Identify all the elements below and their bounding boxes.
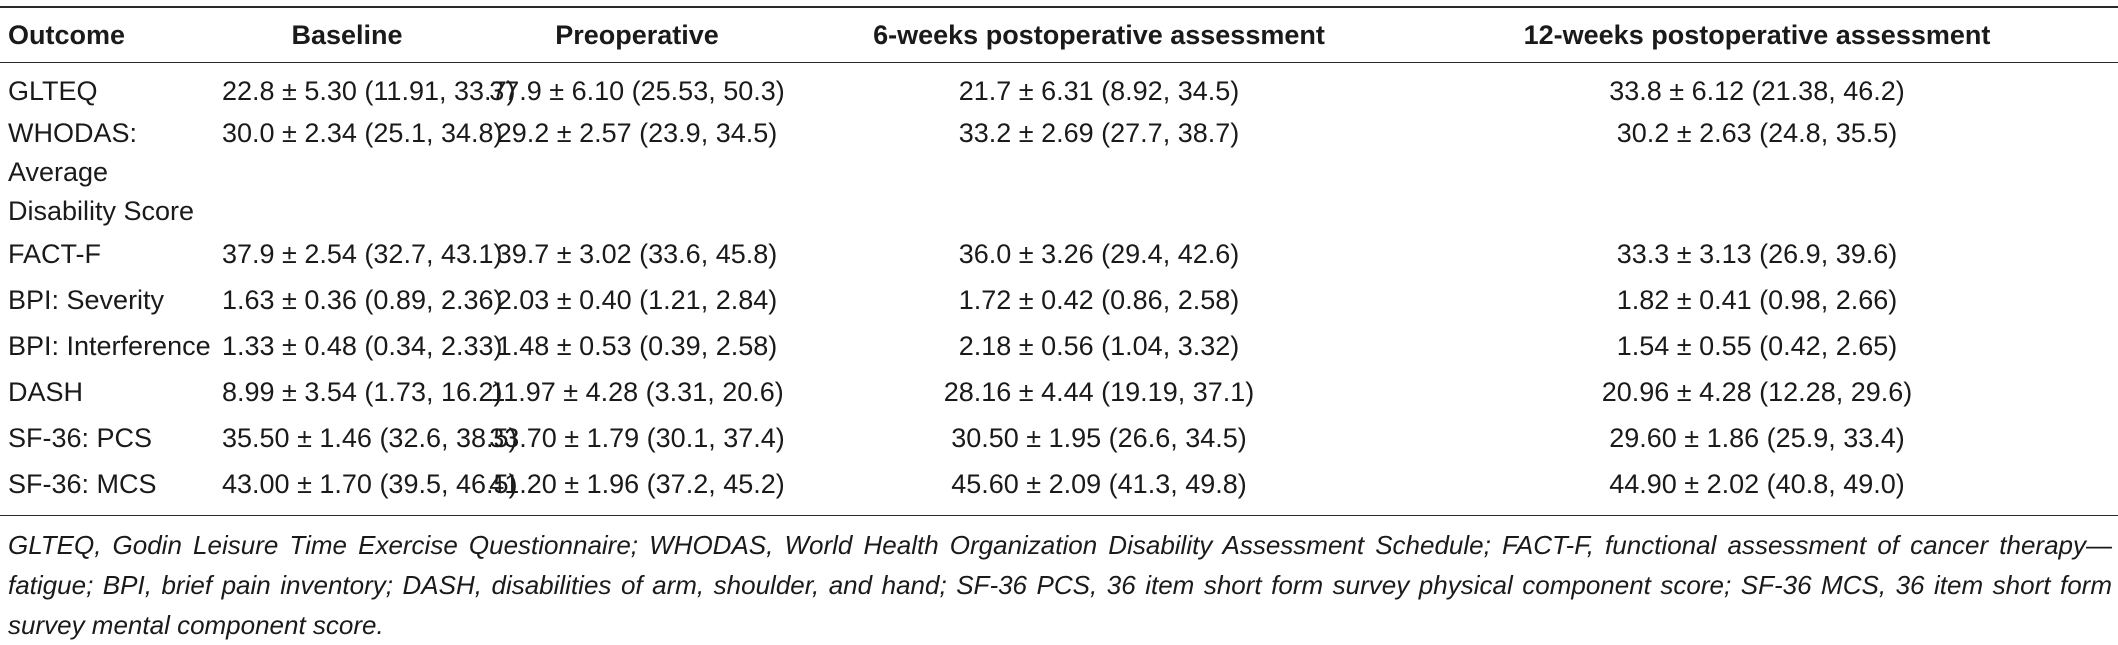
table-footnote: GLTEQ, Godin Leisure Time Exercise Quest… [8, 530, 2112, 640]
outcome-cell: BPI: Interference [8, 330, 211, 361]
preoperative-cell: 29.2 ± 2.57 (23.9, 34.5) [496, 118, 778, 148]
column-header-6-weeks: 6-weeks postoperative assessment [873, 19, 1325, 50]
preoperative-cell: 39.7 ± 3.02 (33.6, 45.8) [496, 238, 778, 269]
week12-cell: 30.2 ± 2.63 (24.8, 35.5) [1616, 118, 1898, 148]
week6-cell: 2.18 ± 0.56 (1.04, 3.32) [958, 330, 1240, 361]
preoperative-cell: 37.9 ± 6.10 (25.53, 50.3) [489, 75, 785, 106]
table-bottom-rule [0, 515, 2118, 516]
column-header-baseline: Baseline [291, 19, 403, 50]
column-header-12-weeks: 12-weeks postoperative assessment [1523, 19, 1991, 50]
week12-cell: 20.96 ± 4.28 (12.28, 29.6) [1601, 376, 1913, 407]
outcome-cell: SF-36: PCS [8, 422, 153, 453]
column-header-outcome: Outcome [8, 19, 126, 50]
outcome-cell: GLTEQ [8, 75, 98, 106]
table-row: GLTEQ 22.8 ± 5.30 (11.91, 33.7) 37.9 ± 6… [0, 62, 2118, 114]
table-header-rule [0, 62, 2118, 63]
week6-cell: 45.60 ± 2.09 (41.3, 49.8) [951, 468, 1247, 499]
column-header-preoperative: Preoperative [555, 19, 719, 50]
week12-cell: 44.90 ± 2.02 (40.8, 49.0) [1609, 468, 1905, 499]
week12-cell: 1.54 ± 0.55 (0.42, 2.65) [1616, 330, 1898, 361]
preoperative-cell: 11.97 ± 4.28 (3.31, 20.6) [490, 376, 784, 407]
week12-cell: 33.8 ± 6.12 (21.38, 46.2) [1609, 75, 1905, 106]
baseline-cell: 35.50 ± 1.46 (32.6, 38.5) [222, 422, 518, 453]
preoperative-cell: 41.20 ± 1.96 (37.2, 45.2) [489, 468, 785, 499]
preoperative-cell: 33.70 ± 1.79 (30.1, 37.4) [489, 422, 785, 453]
table-row: SF-36: PCS 35.50 ± 1.46 (32.6, 38.5) 33.… [0, 415, 2118, 461]
week12-cell: 1.82 ± 0.41 (0.98, 2.66) [1616, 284, 1898, 315]
outcome-cell: BPI: Severity [8, 284, 165, 315]
week6-cell: 21.7 ± 6.31 (8.92, 34.5) [958, 75, 1240, 106]
week12-cell: 29.60 ± 1.86 (25.9, 33.4) [1609, 422, 1905, 453]
week12-cell: 33.3 ± 3.13 (26.9, 39.6) [1616, 238, 1898, 269]
baseline-cell: 30.0 ± 2.34 (25.1, 34.8) [222, 118, 503, 148]
week6-cell: 30.50 ± 1.95 (26.6, 34.5) [951, 422, 1247, 453]
week6-cell: 36.0 ± 3.26 (29.4, 42.6) [958, 238, 1240, 269]
table-row: WHODAS: Average Disability Score 30.0 ± … [0, 114, 2118, 231]
baseline-cell: 37.9 ± 2.54 (32.7, 43.1) [222, 238, 503, 269]
week6-cell: 1.72 ± 0.42 (0.86, 2.58) [958, 284, 1240, 315]
table-row: SF-36: MCS 43.00 ± 1.70 (39.5, 46.5) 41.… [0, 461, 2118, 507]
week6-cell: 28.16 ± 4.44 (19.19, 37.1) [943, 376, 1255, 407]
week6-cell: 33.2 ± 2.69 (27.7, 38.7) [958, 118, 1240, 148]
table-row: BPI: Interference 1.33 ± 0.48 (0.34, 2.3… [0, 323, 2118, 369]
outcome-cell: FACT-F [8, 238, 101, 269]
table-row: FACT-F 37.9 ± 2.54 (32.7, 43.1) 39.7 ± 3… [0, 231, 2118, 277]
table-top-rule [0, 6, 2118, 8]
outcome-cell: DASH [8, 376, 84, 407]
table-row: DASH 8.99 ± 3.54 (1.73, 16.2) 11.97 ± 4.… [0, 369, 2118, 415]
outcome-cell: SF-36: MCS [8, 468, 157, 499]
table-row: BPI: Severity 1.63 ± 0.36 (0.89, 2.36) 2… [0, 277, 2118, 323]
table-header-row: Outcome Baseline Preoperative 6-weeks po… [0, 8, 2118, 62]
outcome-cell: WHODAS: Average Disability Score [8, 118, 195, 226]
preoperative-cell: 2.03 ± 0.40 (1.21, 2.84) [496, 284, 778, 315]
outcomes-table: Outcome Baseline Preoperative 6-weeks po… [0, 8, 2118, 507]
baseline-cell: 43.00 ± 1.70 (39.5, 46.5) [222, 468, 518, 499]
baseline-cell: 1.33 ± 0.48 (0.34, 2.33) [222, 330, 503, 361]
preoperative-cell: 1.48 ± 0.53 (0.39, 2.58) [496, 330, 778, 361]
baseline-cell: 1.63 ± 0.36 (0.89, 2.36) [222, 284, 503, 315]
baseline-cell: 22.8 ± 5.30 (11.91, 33.7) [222, 75, 516, 106]
baseline-cell: 8.99 ± 3.54 (1.73, 16.2) [222, 376, 503, 407]
